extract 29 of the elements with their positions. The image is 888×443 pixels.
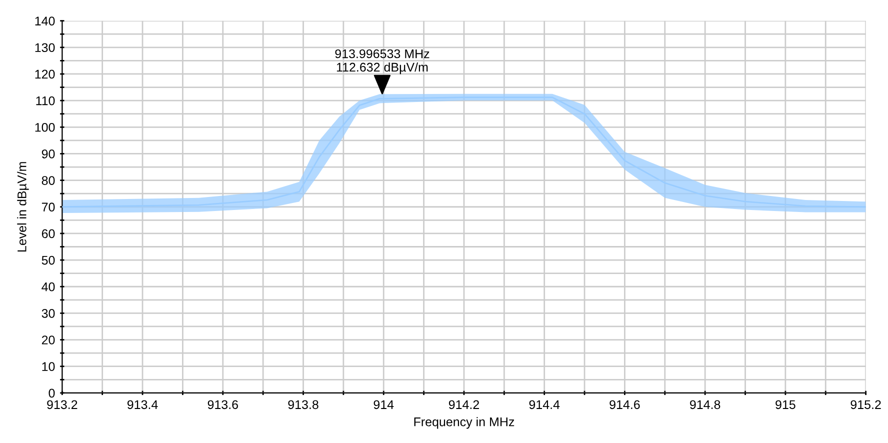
x-tick-label: 915.2 <box>850 400 881 410</box>
y-tick-label: 130 <box>35 43 55 52</box>
x-tick-label: 913.2 <box>47 400 78 410</box>
y-tick-label: 120 <box>35 70 55 79</box>
y-tick-label: 100 <box>35 122 55 132</box>
annotation: 913.996533 MHz 112.632 dBµV/m <box>335 49 430 74</box>
x-tick-label: 913.4 <box>127 400 158 410</box>
y-tick-label: 20 <box>42 336 55 344</box>
y-tick-label: 10 <box>42 362 55 372</box>
y-axis-title: Level in dBµV/m <box>17 162 29 252</box>
y-tick-label: 110 <box>36 96 55 106</box>
x-tick-label: 914 <box>374 400 394 410</box>
x-tick-label: 913.6 <box>208 400 238 410</box>
y-tick-label: 60 <box>42 229 55 238</box>
y-tick-label: 50 <box>42 256 55 265</box>
x-axis-title: Frequency in MHz <box>414 417 514 429</box>
x-tick-label: 914.6 <box>610 400 640 410</box>
y-tick-label: 70 <box>42 202 55 212</box>
y-tick-label: 30 <box>42 309 55 318</box>
y-tick-label: 90 <box>42 150 55 158</box>
x-tick-label: 914.2 <box>448 400 479 410</box>
x-tick-label: 913.8 <box>288 400 318 410</box>
y-tick-label: 40 <box>42 282 55 292</box>
x-tick-label: 914.8 <box>690 400 720 410</box>
y-tick-label: 80 <box>42 176 55 185</box>
x-tick-label: 914.4 <box>529 400 560 410</box>
y-tick-label: 140 <box>35 16 55 26</box>
x-tick-label: 915 <box>776 400 796 410</box>
y-tick-label: 0 <box>48 388 55 398</box>
